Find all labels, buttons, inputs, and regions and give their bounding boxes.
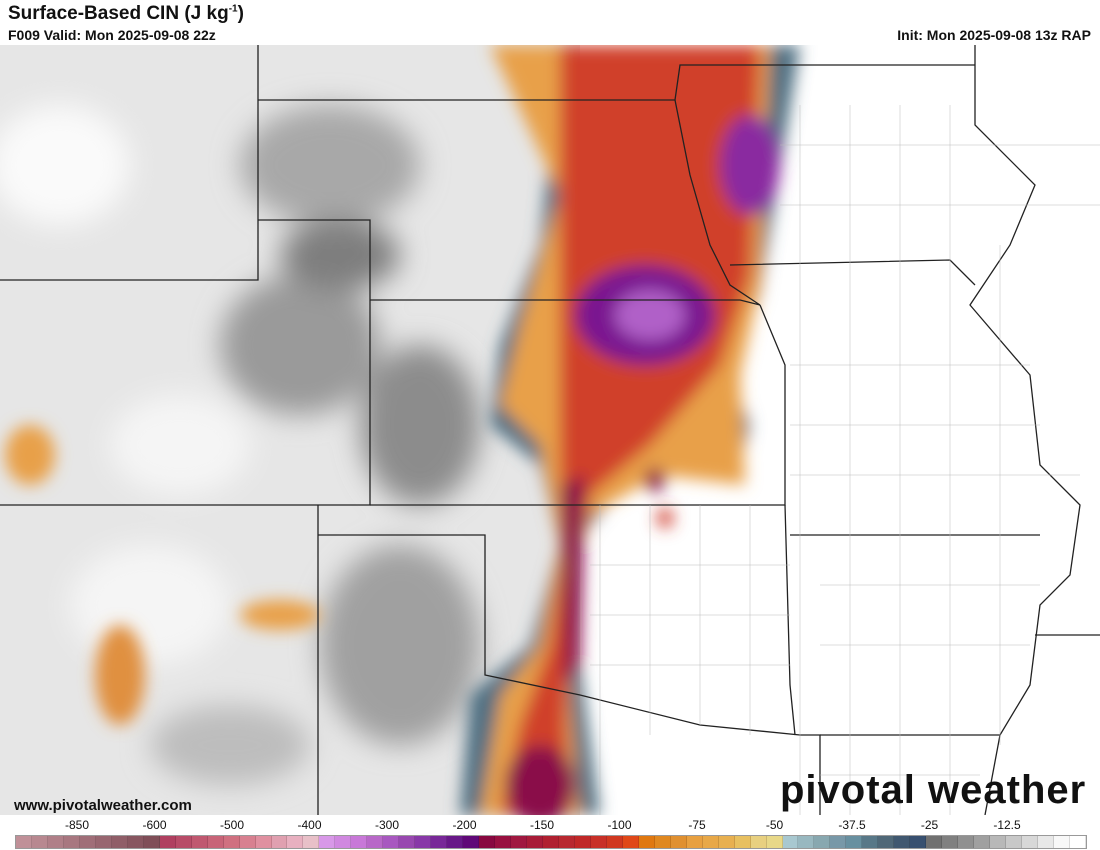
colorbar-swatch [127, 836, 144, 848]
colorbar-swatch [558, 836, 575, 848]
colorbar-swatch [894, 836, 911, 848]
colorbar-swatch [271, 836, 288, 848]
colorbar-swatch [878, 836, 895, 848]
colorbar-tick-label: -12.5 [993, 818, 1021, 832]
colorbar-swatch [686, 836, 703, 848]
colorbar-swatch [415, 836, 432, 848]
colorbar-swatch [942, 836, 959, 848]
colorbar-swatch [542, 836, 559, 848]
colorbar-tick-label: -400 [297, 818, 322, 832]
colorbar-swatch [590, 836, 607, 848]
colorbar-swatch [622, 836, 639, 848]
title-end: ) [237, 3, 244, 24]
colorbar-swatch [447, 836, 464, 848]
title-text: Surface-Based CIN (J kg [8, 3, 229, 24]
colorbar-swatch [1069, 836, 1086, 848]
colorbar-swatch [830, 836, 847, 848]
colorbar-swatch [798, 836, 815, 848]
colorbar-tick-label: -500 [219, 818, 245, 832]
colorbar-swatch [782, 836, 799, 848]
colorbar-swatch [191, 836, 208, 848]
colorbar-swatch [143, 836, 160, 848]
colorbar-swatch [319, 836, 336, 848]
colorbar-swatch [734, 836, 751, 848]
colorbar-swatch [63, 836, 80, 848]
colorbar-tick-label: -300 [374, 818, 400, 832]
colorbar-swatch [159, 836, 176, 848]
colorbar-swatch [1006, 836, 1023, 848]
colorbar-swatch [654, 836, 671, 848]
colorbar-swatch [910, 836, 927, 848]
colorbar [15, 835, 1087, 849]
title-unit-exponent: -1 [228, 3, 238, 15]
county-lines [590, 105, 1100, 815]
colorbar-swatch [750, 836, 767, 848]
colorbar-tick-label: -50 [765, 818, 784, 832]
cin-map [0, 45, 1100, 815]
colorbar-swatch [223, 836, 240, 848]
colorbar-swatch [702, 836, 719, 848]
colorbar-tick-label: -100 [607, 818, 632, 832]
pivotal-weather-logo: pivotal weather [780, 768, 1087, 812]
colorbar-swatch [1038, 836, 1054, 848]
colorbar-swatch [974, 836, 991, 848]
colorbar-tick-label: -150 [529, 818, 555, 832]
state-borders [0, 45, 1100, 815]
colorbar-swatch [511, 836, 527, 848]
colorbar-swatch [1022, 836, 1038, 848]
colorbar-swatch [926, 836, 943, 848]
cin-band [5, 45, 800, 815]
colorbar-swatch [303, 836, 320, 848]
colorbar-swatch [335, 836, 352, 848]
colorbar-tick-label: -25 [920, 818, 939, 832]
colorbar-swatch [527, 836, 543, 848]
colorbar-swatch [846, 836, 863, 848]
colorbar-swatch [47, 836, 64, 848]
colorbar-swatch [1053, 836, 1070, 848]
init-time: Init: Mon 2025-09-08 13z RAP [897, 27, 1091, 43]
colorbar-swatch [814, 836, 831, 848]
colorbar-swatch [479, 836, 496, 848]
colorbar-tick-label: -75 [688, 818, 706, 832]
map-title: Surface-Based CIN (J kg-1) [8, 3, 244, 25]
colorbar-tick-label: -600 [142, 818, 167, 832]
colorbar-swatch [207, 836, 224, 848]
colorbar-swatch [111, 836, 128, 848]
colorbar-swatch [383, 836, 400, 848]
colorbar-swatch [255, 836, 272, 848]
valid-time: F009 Valid: Mon 2025-09-08 22z [8, 27, 216, 43]
colorbar-swatch [79, 836, 96, 848]
colorbar-swatch [351, 836, 368, 848]
colorbar-swatch [431, 836, 448, 848]
colorbar-swatch [463, 836, 480, 848]
site-url[interactable]: www.pivotalweather.com [14, 797, 192, 814]
gray-cin-field [0, 105, 480, 785]
colorbar-swatch [31, 836, 48, 848]
colorbar-swatch [766, 836, 783, 848]
colorbar-swatch [958, 836, 975, 848]
colorbar-swatch [16, 836, 32, 848]
colorbar-swatch [862, 836, 879, 848]
colorbar-swatch [670, 836, 687, 848]
colorbar-swatch [638, 836, 655, 848]
colorbar-tick-label: -850 [64, 818, 90, 832]
colorbar-swatch [239, 836, 256, 848]
colorbar-swatch [367, 836, 384, 848]
colorbar-swatch [495, 836, 512, 848]
colorbar-swatch [606, 836, 623, 848]
colorbar-swatch [287, 836, 304, 848]
colorbar-labels: -850 -600 -500 -400 -300 -200 -150 -100 -75 -50 -3… [0, 818, 1100, 834]
colorbar-swatch [95, 836, 112, 848]
colorbar-tick-label: -37.5 [838, 818, 866, 832]
colorbar-swatch [990, 836, 1007, 848]
colorbar-tick-label: -200 [452, 818, 477, 832]
colorbar-swatch [399, 836, 416, 848]
colorbar-swatch [175, 836, 192, 848]
colorbar-swatch [718, 836, 735, 848]
colorbar-swatch [574, 836, 591, 848]
